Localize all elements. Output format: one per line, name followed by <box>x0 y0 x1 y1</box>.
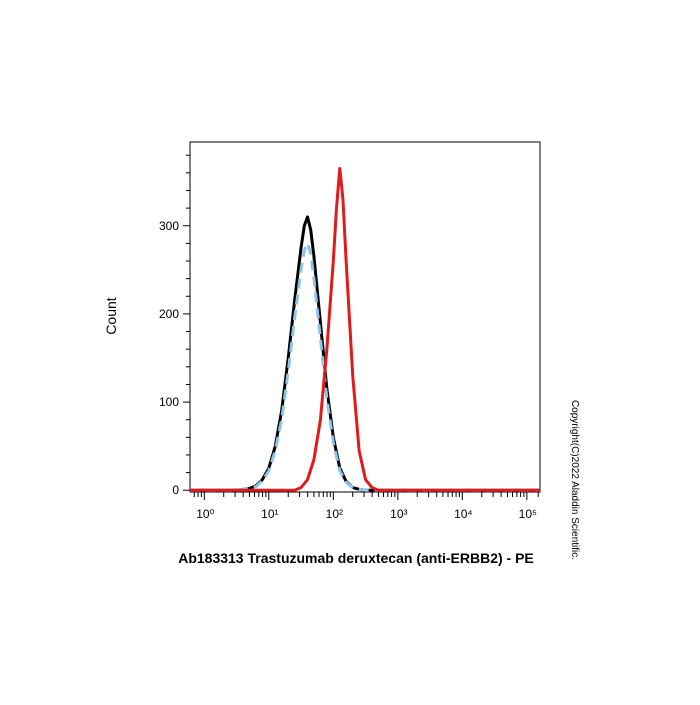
y-tick-label: 0 <box>172 483 179 497</box>
x-tick-label: 10¹ <box>261 507 278 521</box>
y-tick-label: 100 <box>159 395 179 409</box>
x-tick-label: 10⁰ <box>196 507 214 521</box>
x-axis-label: Ab183313 Trastuzumab deruxtecan (anti-ER… <box>178 550 534 566</box>
y-tick-label: 200 <box>159 307 179 321</box>
y-tick-label: 300 <box>159 219 179 233</box>
x-tick-label: 10⁴ <box>454 507 473 521</box>
series-line <box>190 241 540 492</box>
series-line <box>190 166 540 492</box>
x-tick-label: 10³ <box>390 507 407 521</box>
y-axis-label: Count <box>103 297 119 334</box>
x-tick-label: 10² <box>326 507 343 521</box>
x-tick-label: 10⁵ <box>519 507 537 521</box>
copyright: Copyright(C)2022 Aladdin Scientific. <box>569 400 580 560</box>
plot-frame <box>189 141 541 493</box>
